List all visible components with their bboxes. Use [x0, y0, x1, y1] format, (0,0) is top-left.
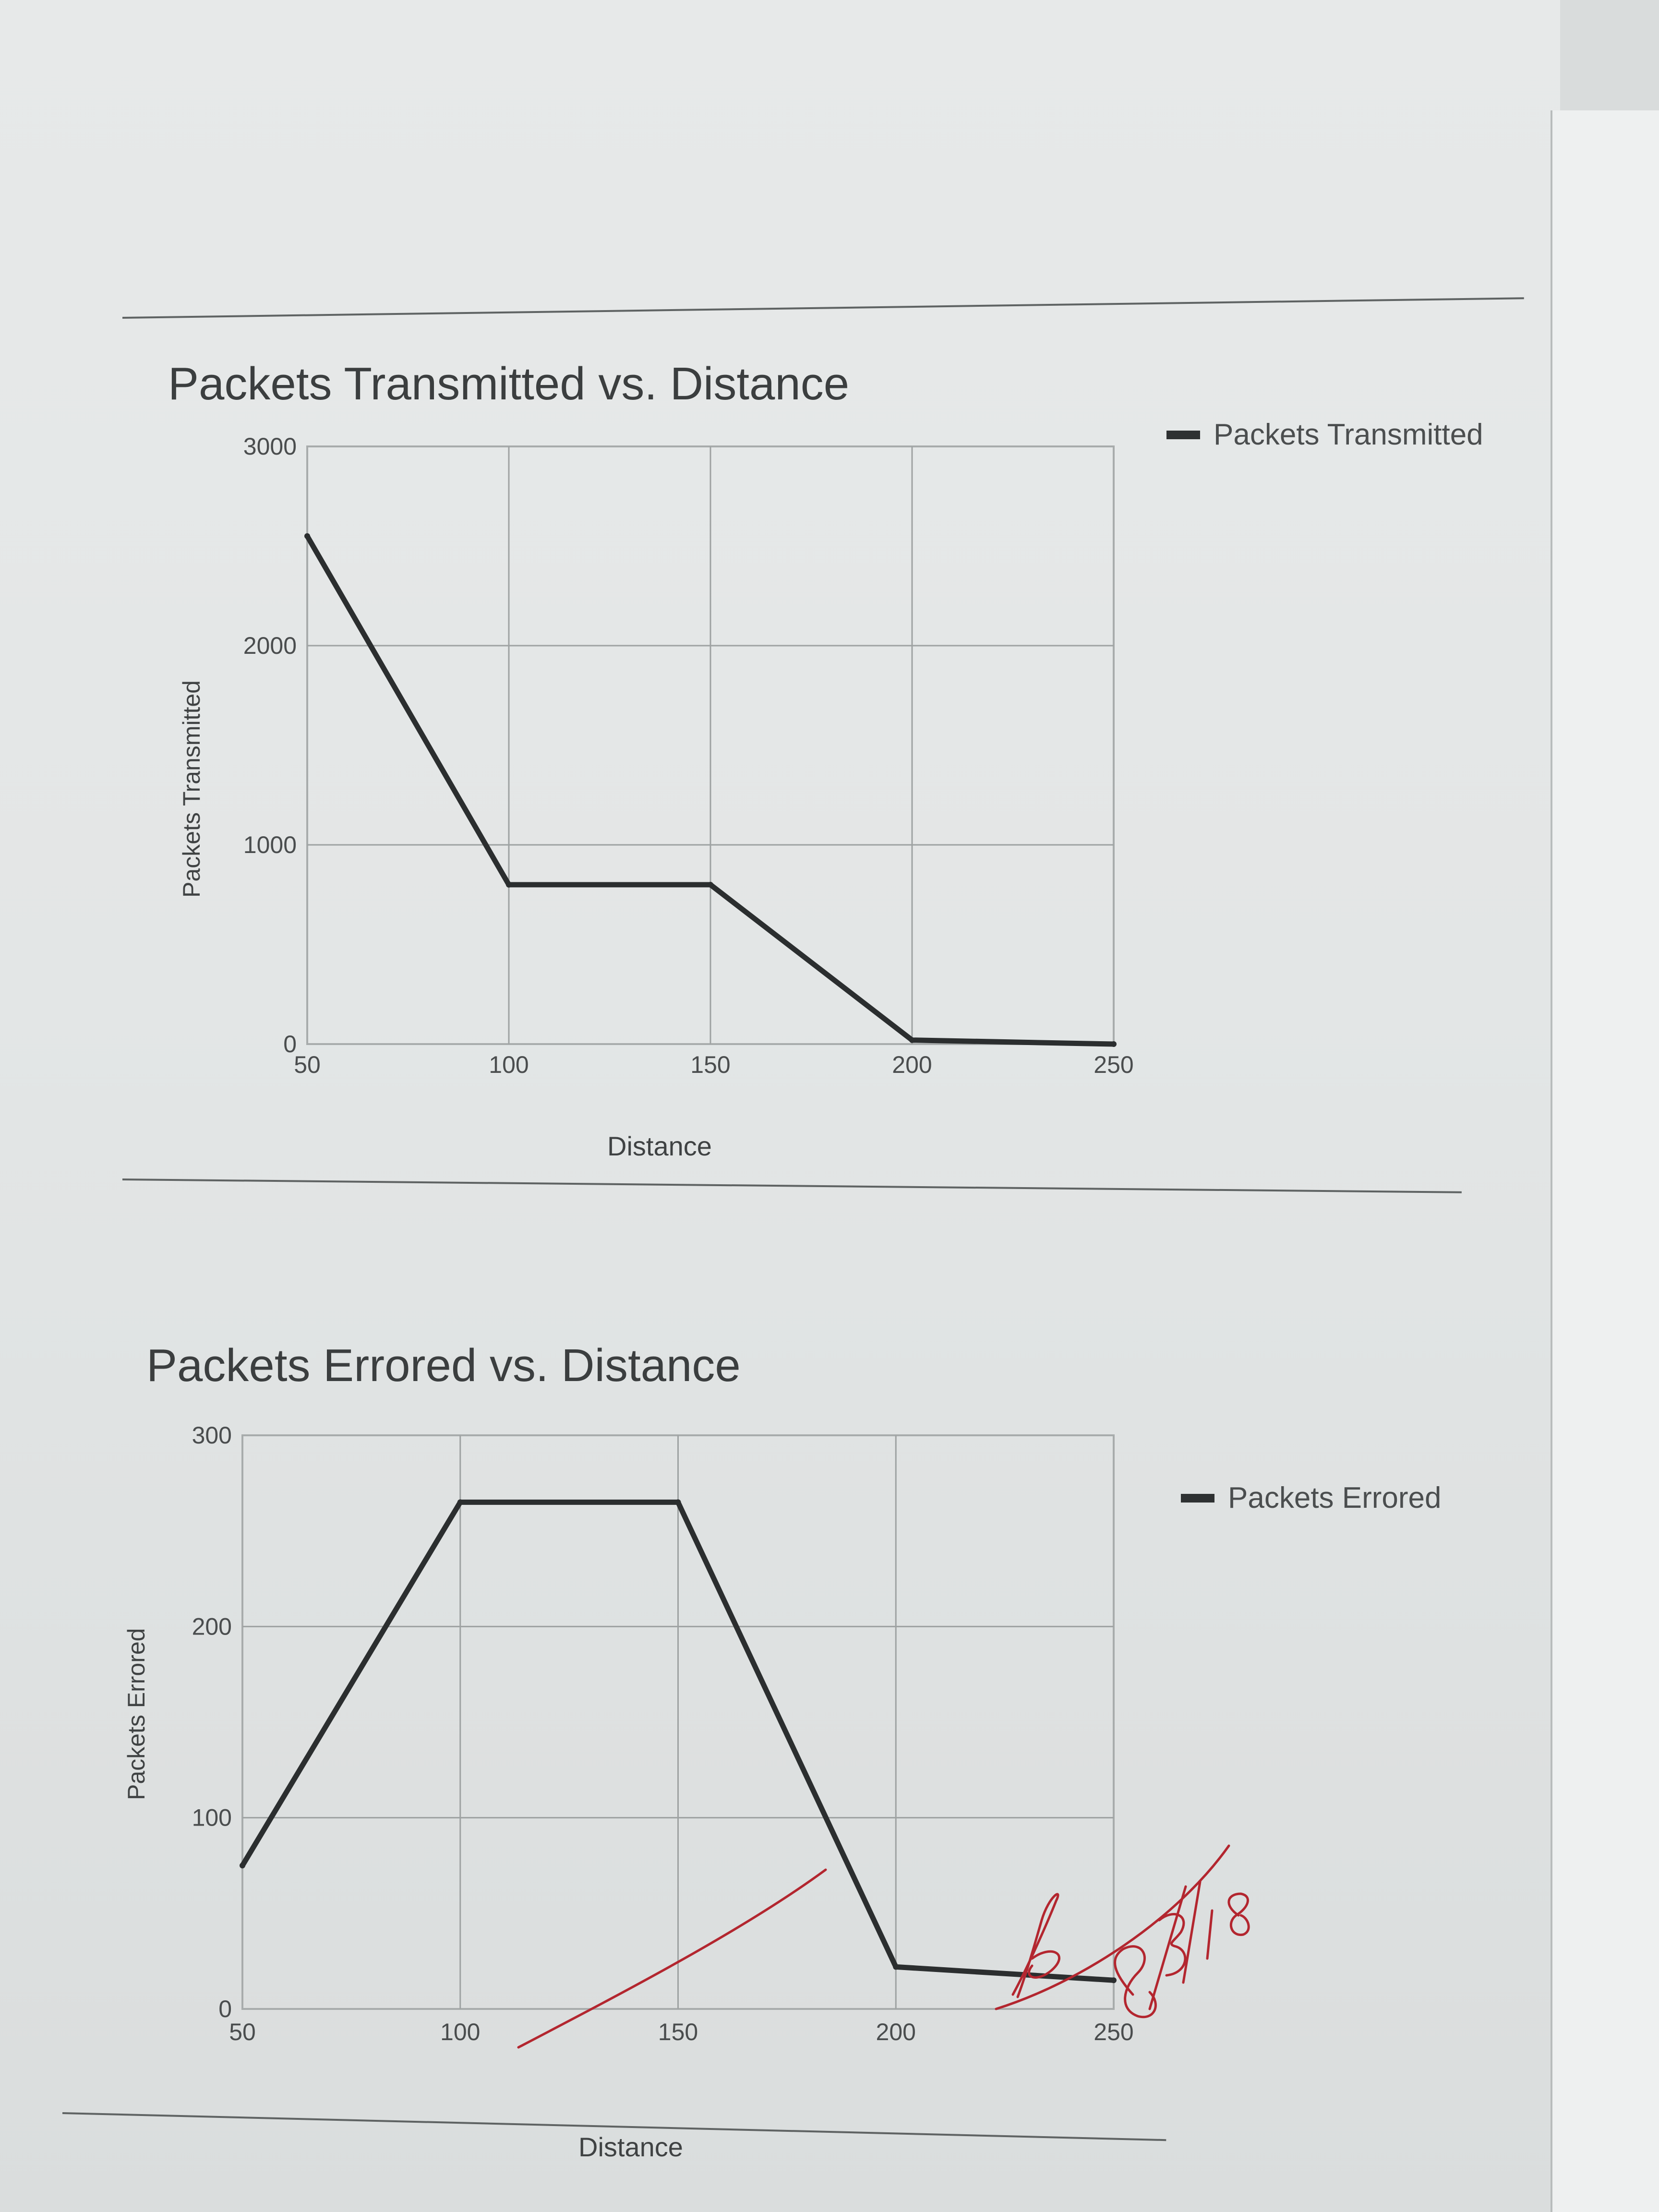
data-point — [506, 882, 512, 888]
x-tick-label: 200 — [892, 1051, 932, 1078]
x-axis-label: Distance — [607, 1131, 712, 1161]
x-tick-label: 100 — [440, 2019, 480, 2045]
data-point — [893, 1964, 899, 1970]
data-point — [304, 533, 310, 539]
legend-label: Packets Transmitted — [1214, 418, 1483, 451]
x-tick-label: 250 — [1094, 2019, 1133, 2045]
y-tick-label: 100 — [192, 1804, 232, 1831]
chart-packets-transmitted: Packets Transmitted vs. Distance Packets… — [168, 358, 1483, 1161]
y-tick-label: 1000 — [243, 831, 297, 858]
data-point — [457, 1499, 463, 1505]
adjacent-page — [1551, 110, 1659, 2212]
x-tick-label: 50 — [229, 2019, 256, 2045]
legend-swatch — [1181, 1493, 1214, 1503]
chart-legend: Packets Transmitted — [1166, 418, 1483, 452]
x-tick-label: 250 — [1094, 1051, 1133, 1078]
data-point — [240, 1863, 245, 1869]
x-tick-label: 150 — [658, 2019, 698, 2045]
plot-area-transmitted: 50 100 150 200 250 0 1000 2000 3000 — [243, 433, 1134, 1078]
data-point — [708, 882, 713, 888]
x-tick-label: 150 — [690, 1051, 730, 1078]
y-tick-label: 0 — [283, 1031, 297, 1058]
y-tick-label: 200 — [192, 1613, 232, 1640]
data-point — [1111, 1977, 1117, 1984]
data-point — [675, 1499, 681, 1505]
x-tick-label: 100 — [489, 1051, 529, 1078]
y-tick-label: 3000 — [243, 433, 297, 460]
y-tick-label: 300 — [192, 1422, 232, 1449]
legend-swatch — [1166, 430, 1200, 439]
x-tick-label: 50 — [294, 1051, 321, 1078]
chart-title: Packets Transmitted vs. Distance — [168, 358, 850, 409]
data-point — [909, 1037, 915, 1043]
data-point — [1111, 1041, 1117, 1047]
y-tick-label: 0 — [218, 1996, 232, 2022]
x-tick-label: 200 — [876, 2019, 916, 2045]
chart-legend: Packets Errored — [1181, 1481, 1442, 1515]
y-tick-label: 2000 — [243, 632, 297, 659]
legend-label: Packets Errored — [1228, 1481, 1442, 1515]
chart-title: Packets Errored vs. Distance — [146, 1340, 741, 1391]
x-axis-label: Distance — [578, 2132, 683, 2162]
paper-sheet — [0, 0, 1560, 2212]
